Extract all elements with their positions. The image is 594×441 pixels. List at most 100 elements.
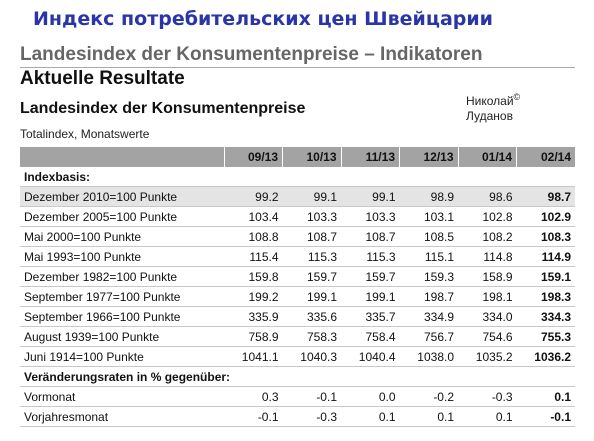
row-label: Vorjahresmonat (20, 406, 224, 427)
cell-value: 0.0 (341, 386, 400, 407)
column-header: 01/14 (457, 147, 517, 167)
credit: Николай© Луданов (466, 90, 520, 124)
cell-value: 159.7 (282, 266, 341, 287)
row-label: September 1966=100 Punkte (20, 306, 224, 327)
cell-value: 335.6 (282, 306, 341, 327)
cell-value: 158.9 (458, 266, 517, 287)
cell-value: 108.2 (458, 226, 517, 247)
cell-value: 758.3 (282, 326, 341, 347)
cell-value: 198.7 (399, 286, 458, 307)
page-title: Индекс потребительских цен Швейцарии (33, 8, 493, 30)
cell-value: 103.4 (224, 206, 283, 227)
cell-value: 335.7 (341, 306, 400, 327)
section-title: Veränderungsraten in % gegenüber: (20, 366, 575, 387)
cell-value: 0.1 (399, 406, 458, 427)
cell-value: 98.7 (516, 186, 575, 207)
cell-value: 115.3 (341, 246, 400, 267)
column-header: 11/13 (340, 147, 400, 167)
data-row: Dezember 2010=100 Punkte 99.2 99.1 99.1 98.9… (20, 186, 575, 207)
column-header: 02/14 (516, 147, 575, 167)
section-title: Indexbasis: (20, 167, 575, 187)
cell-value: 99.2 (224, 186, 283, 207)
row-label: Mai 1993=100 Punkte (20, 246, 224, 267)
cell-value: 108.3 (516, 226, 575, 247)
data-row: Mai 1993=100 Punkte 115.4 115.3 115.3 115.1 1… (20, 246, 575, 267)
data-row: August 1939=100 Punkte 758.9 758.3 758.4 756… (20, 326, 575, 347)
cell-value: 335.9 (224, 306, 283, 327)
credit-last: Луданов (466, 109, 513, 123)
cell-value: 1036.2 (516, 346, 575, 367)
row-label: Juni 1914=100 Punkte (20, 346, 224, 367)
cell-value: 1041.1 (224, 346, 283, 367)
cell-value: 108.7 (282, 226, 341, 247)
cell-value: 1040.4 (341, 346, 400, 367)
cell-value: 98.6 (458, 186, 517, 207)
row-label: August 1939=100 Punkte (20, 326, 224, 347)
data-row: September 1977=100 Punkte 199.2 199.1 199.1… (20, 286, 575, 307)
cell-value: 115.3 (282, 246, 341, 267)
cell-value: 99.1 (341, 186, 400, 207)
cell-value: 102.8 (458, 206, 517, 227)
cell-value: 334.9 (399, 306, 458, 327)
data-row: Juni 1914=100 Punkte 1041.1 1040.3 1040.4 10… (20, 346, 575, 367)
row-label: September 1977=100 Punkte (20, 286, 224, 307)
cell-value: 159.1 (516, 266, 575, 287)
cell-value: 159.7 (341, 266, 400, 287)
cell-value: -0.1 (282, 386, 341, 407)
cell-value: 115.4 (224, 246, 283, 267)
cell-value: 103.3 (282, 206, 341, 227)
cell-value: 98.9 (399, 186, 458, 207)
cell-value: -0.1 (224, 406, 283, 427)
cell-value: 159.8 (224, 266, 283, 287)
row-label: Dezember 2010=100 Punkte (20, 186, 224, 207)
cell-value: 159.3 (399, 266, 458, 287)
table-title: Landesindex der Konsumentenpreise (20, 100, 306, 117)
data-row: Dezember 1982=100 Punkte 159.8 159.7 159.7 1… (20, 266, 575, 287)
cell-value: 199.2 (224, 286, 283, 307)
cell-value: 755.3 (516, 326, 575, 347)
cell-value: 108.5 (399, 226, 458, 247)
cell-value: -0.3 (282, 406, 341, 427)
section-row: Indexbasis: (20, 167, 575, 187)
cell-value: 754.6 (458, 326, 517, 347)
header-row: 09/13 10/13 11/13 12/13 01/14 02/14 (20, 147, 575, 167)
cell-value: 114.9 (516, 246, 575, 267)
table-subtitle: Totalindex, Monatswerte (20, 127, 150, 141)
data-row: Dezember 2005=100 Punkte 103.4 103.3 103.3 1… (20, 206, 575, 227)
data-table: 09/13 10/13 11/13 12/13 01/14 02/14 Indexbasis… (20, 147, 575, 427)
cell-value: -0.3 (458, 386, 517, 407)
cell-value: 1035.2 (458, 346, 517, 367)
cell-value: 103.1 (399, 206, 458, 227)
cell-value: 1040.3 (282, 346, 341, 367)
cell-value: 334.0 (458, 306, 517, 327)
cell-value: 102.9 (516, 206, 575, 227)
column-header: 12/13 (399, 147, 458, 167)
cell-value: 199.1 (341, 286, 400, 307)
cell-value: 115.1 (399, 246, 458, 267)
cell-value: 758.9 (224, 326, 283, 347)
heading: Landesindex der Konsumentenpreise – Indi… (20, 44, 483, 65)
column-header: 10/13 (282, 147, 341, 167)
cell-value: -0.2 (399, 386, 458, 407)
data-row: Vormonat 0.3 -0.1 0.0 -0.2 -0.3 0.1 (20, 386, 575, 407)
cell-value: 756.7 (399, 326, 458, 347)
cell-value: 99.1 (282, 186, 341, 207)
cell-value: 0.1 (516, 386, 575, 407)
row-label: Vormonat (20, 386, 224, 407)
divider (20, 67, 575, 68)
data-row: Mai 2000=100 Punkte 108.8 108.7 108.7 108.5 1… (20, 226, 575, 247)
cell-value: 103.3 (341, 206, 400, 227)
row-label: Mai 2000=100 Punkte (20, 226, 224, 247)
cell-value: 0.3 (224, 386, 283, 407)
cell-value: 0.1 (341, 406, 400, 427)
section-row: Veränderungsraten in % gegenüber: (20, 366, 575, 387)
cell-value: 114.8 (458, 246, 517, 267)
cell-value: 198.1 (458, 286, 517, 307)
subheading: Aktuelle Resultate (20, 68, 185, 89)
data-row: Vorjahresmonat -0.1 -0.3 0.1 0.1 0.1 -0.1 (20, 406, 575, 427)
cell-value: 758.4 (341, 326, 400, 347)
data-row: September 1966=100 Punkte 335.9 335.6 335.7… (20, 306, 575, 327)
cell-value: 108.8 (224, 226, 283, 247)
cell-value: 108.7 (341, 226, 400, 247)
